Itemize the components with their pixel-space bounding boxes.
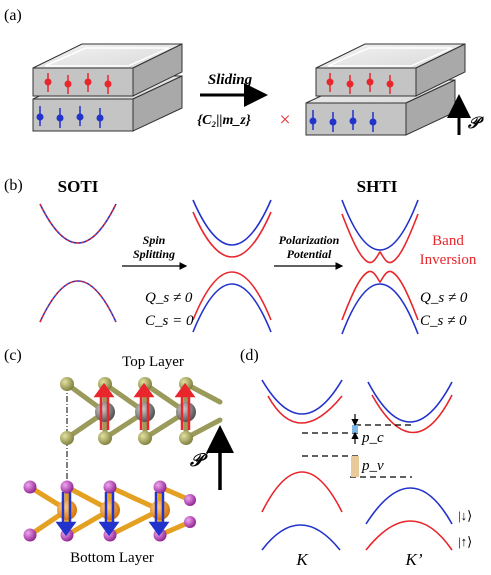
bottom-layer-label: Bottom Layer [70,550,154,566]
polarization-potential-arrow: Polarization Potential [274,233,344,270]
cross-mark: × [279,109,290,131]
shti-qs-equation: Q_s ≠ 0 [420,290,468,306]
spin-split-bands [192,199,272,333]
sliding-arrow: Sliding {C₂||m_z} × [197,72,290,131]
soti-title: SOTI [58,177,99,196]
soti-bands [39,203,117,323]
k-label: K [295,550,309,569]
polarization-symbol-a: 𝒫 [467,115,484,132]
spin-up-legend: |↑⟩ [458,534,472,549]
spin-splitting-arrow: Spin Splitting [122,233,188,270]
sliding-label: Sliding [208,72,253,88]
soti-cs-equation: C_s = 0 [145,313,194,329]
polarization-potential-label-line2: Potential [287,247,332,261]
k-valley-bands [261,379,343,551]
panel-b-label: (b) [4,177,23,194]
band-inversion-line1: Band [432,233,464,249]
kprime-label: K’ [405,550,423,569]
shti-title: SHTI [357,177,398,196]
panel-c: (c) Top Layer [4,347,234,566]
left-bilayer-stack [32,43,183,132]
spins-bottom-right [309,110,377,132]
pv-label: p_v [361,458,384,474]
top-layer-structure [60,377,223,445]
panel-c-label: (c) [4,347,22,364]
panel-d-label: (d) [240,347,259,364]
pv-gap-indicator: p_v [351,456,384,477]
panel-d: (d) p_c [240,347,472,569]
spins-bottom-left [36,106,104,128]
shti-cs-equation: C_s ≠ 0 [420,313,467,329]
right-bilayer-stack: 𝒫 [305,43,484,136]
polarization-potential-label-line1: Polarization [279,233,340,247]
spin-splitting-label-line1: Spin [143,233,166,247]
panel-a: (a) [4,7,484,136]
top-slab-right [315,43,466,97]
kprime-valley-bands [365,381,453,551]
energy-level-guides [302,424,412,478]
bottom-layer-structure [23,480,196,542]
panel-a-label: (a) [4,7,22,24]
spins-top-left [44,73,112,94]
shti-bands [341,199,419,335]
panel-b: (b) SOTI SHTI Spin Splitting Polarizatio… [4,177,477,335]
spins-top-right [326,73,394,94]
spin-down-legend: |↓⟩ [458,508,472,523]
symmetry-label: {C₂||m_z} [197,113,251,128]
pc-gap-indicator: p_c [351,414,384,446]
pc-label: p_c [361,430,384,446]
band-inversion-line2: Inversion [420,252,477,268]
top-layer-label: Top Layer [122,354,184,370]
spin-splitting-label-line2: Splitting [133,247,175,261]
soti-qs-equation: Q_s ≠ 0 [145,290,193,306]
polarization-symbol-c: 𝒫 [189,450,208,470]
